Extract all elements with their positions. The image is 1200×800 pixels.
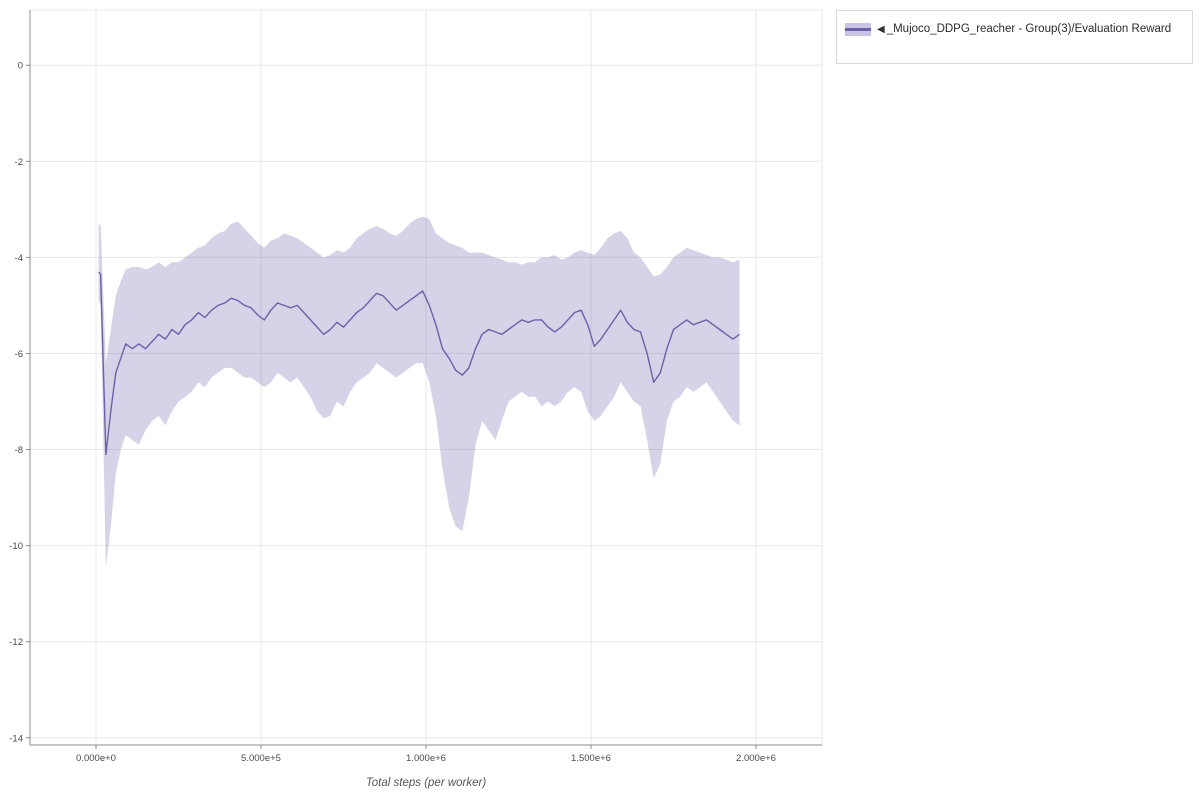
x-axis-title: Total steps (per worker): [365, 777, 487, 789]
svg-text:0: 0: [18, 61, 23, 72]
legend-series-label[interactable]: _Mujoco_DDPG_reacher - Group(3)/Evaluati…: [886, 23, 1172, 35]
legend-line-icon: [845, 28, 871, 31]
svg-text:5.000e+5: 5.000e+5: [241, 753, 281, 764]
legend-box[interactable]: ◀ _Mujoco_DDPG_reacher - Group(3)/Evaluat…: [836, 10, 1193, 64]
svg-text:-2: -2: [15, 157, 23, 168]
legend-band-swatch-icon: [845, 23, 871, 36]
svg-text:-6: -6: [15, 349, 23, 360]
svg-text:1.000e+6: 1.000e+6: [406, 753, 446, 764]
svg-text:-14: -14: [9, 733, 23, 744]
svg-text:-8: -8: [15, 445, 23, 456]
legend-entry[interactable]: ◀ _Mujoco_DDPG_reacher - Group(3)/Evaluat…: [877, 20, 1171, 38]
svg-text:-10: -10: [9, 541, 23, 552]
svg-text:2.000e+6: 2.000e+6: [736, 753, 776, 764]
svg-text:-12: -12: [9, 637, 23, 648]
legend-collapse-arrow-icon[interactable]: ◀: [877, 24, 885, 35]
svg-text:0.000e+0: 0.000e+0: [76, 753, 116, 764]
svg-text:1.500e+6: 1.500e+6: [571, 753, 611, 764]
svg-text:-4: -4: [15, 253, 23, 264]
